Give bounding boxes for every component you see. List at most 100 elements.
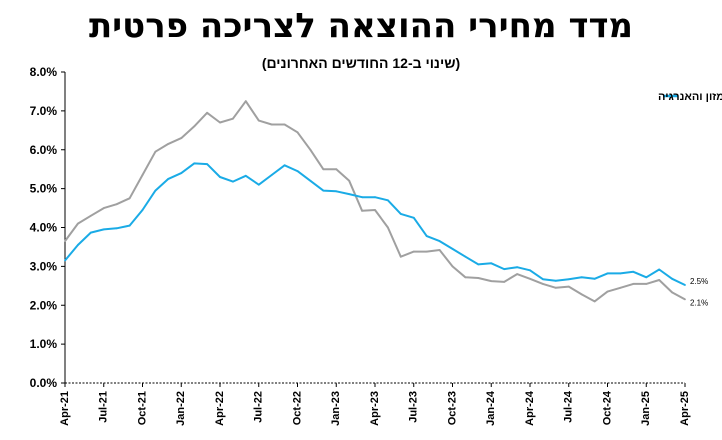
data-point-headline — [542, 283, 544, 285]
data-point-headline — [89, 214, 92, 217]
data-point-headline — [309, 148, 312, 151]
data-point-core — [399, 213, 402, 215]
y-tick-label: 7.0% — [30, 104, 58, 118]
data-point-headline — [244, 100, 247, 103]
data-point-headline — [154, 150, 157, 153]
data-point-headline — [322, 168, 325, 171]
data-point-core — [619, 272, 622, 275]
data-point-headline — [219, 121, 221, 124]
data-point-headline — [361, 209, 363, 212]
data-point-headline — [554, 286, 557, 289]
data-point-headline — [658, 279, 661, 281]
end-label-headline: 2.1% — [690, 298, 708, 307]
data-point-core — [580, 276, 583, 279]
y-tick-label: 8.0% — [30, 65, 58, 79]
end-label-core: 2.5% — [690, 277, 708, 286]
data-point-headline — [645, 283, 648, 285]
x-tick-label: Oct-24 — [601, 390, 613, 425]
data-point-headline — [671, 291, 673, 294]
y-tick-label: 3.0% — [30, 259, 58, 273]
data-point-headline — [490, 280, 493, 282]
data-point-core — [490, 262, 493, 265]
data-point-core — [180, 172, 183, 175]
chart-axes: 0.0% 1.0% 2.0% 3.0% 4.0% 5.0% 6.0% 7.0% 8.0% Apr-… — [30, 65, 691, 426]
data-point-core — [193, 162, 196, 165]
data-point-core — [542, 278, 544, 281]
y-tick-label: 2.0% — [30, 298, 58, 312]
x-tick-label: Jul-21 — [98, 391, 110, 423]
data-point-core — [632, 270, 635, 273]
data-point-core — [529, 269, 531, 272]
data-point-headline — [477, 277, 480, 279]
y-tick-label: 0.0% — [30, 376, 58, 390]
data-point-core — [671, 277, 673, 280]
y-tick-label: 1.0% — [30, 337, 58, 351]
x-tick-label: Oct-22 — [291, 391, 303, 425]
data-point-headline — [516, 273, 518, 275]
series-line-headline — [64, 100, 686, 303]
data-point-headline — [206, 111, 209, 114]
data-point-core — [322, 189, 325, 192]
data-point-core — [554, 279, 557, 282]
data-point-core — [244, 174, 247, 177]
chart-subtitle: (שינוי ב-12 החודשים האחרונים) — [261, 55, 461, 71]
data-point-core — [348, 193, 351, 196]
data-point-headline — [529, 277, 531, 280]
x-tick-label: Oct-23 — [446, 391, 458, 425]
data-point-core — [516, 266, 518, 269]
x-tick-label: Jul-24 — [563, 390, 575, 423]
data-point-core — [232, 180, 234, 183]
data-point-headline — [257, 119, 260, 122]
x-tick-label: Apr-21 — [59, 391, 71, 426]
data-point-core — [684, 284, 686, 286]
data-point-core — [167, 178, 170, 180]
data-point-headline — [503, 281, 506, 283]
data-point-headline — [128, 197, 131, 200]
data-point-headline — [374, 209, 376, 211]
data-point-headline — [180, 137, 183, 140]
data-point-core — [296, 170, 299, 173]
y-tick-label: 4.0% — [30, 221, 58, 235]
data-point-core — [219, 176, 221, 178]
data-point-headline — [232, 117, 234, 120]
y-tick-label: 5.0% — [30, 182, 58, 196]
data-point-headline — [632, 283, 635, 285]
data-point-headline — [335, 168, 338, 171]
data-point-core — [154, 189, 157, 192]
data-point-core — [477, 263, 480, 266]
data-point-headline — [451, 265, 454, 268]
data-point-core — [658, 268, 661, 271]
data-point-headline — [580, 293, 583, 296]
data-point-core — [270, 174, 273, 176]
data-point-core — [593, 277, 596, 280]
data-point-core — [374, 196, 376, 199]
data-point-core — [464, 255, 467, 258]
chart-title: מדד מחירי ההוצאה לצריכה פרטית — [88, 6, 634, 46]
data-point-headline — [606, 290, 609, 293]
data-point-core — [77, 244, 79, 246]
y-tick-label: 6.0% — [30, 143, 58, 157]
legend-label: ללא מחירי המזון והאנרגיה — [658, 90, 722, 103]
series-layer: 2.1% 2.5% — [64, 100, 708, 307]
data-point-headline — [412, 250, 415, 253]
data-point-core — [606, 272, 609, 275]
x-tick-label: Apr-23 — [369, 391, 381, 426]
data-point-core — [425, 235, 428, 238]
data-point-headline — [270, 123, 273, 126]
x-tick-label: Jan-25 — [640, 391, 652, 426]
x-tick-label: Jan-23 — [330, 391, 342, 426]
data-point-core — [64, 259, 66, 262]
x-tick-label: Apr-22 — [214, 391, 226, 426]
data-point-core — [335, 190, 338, 193]
data-point-headline — [167, 143, 170, 145]
data-point-headline — [64, 240, 66, 243]
series-line-core — [64, 162, 686, 286]
data-point-core — [257, 183, 260, 186]
data-point-core — [451, 248, 454, 250]
data-point-headline — [438, 249, 441, 251]
data-point-headline — [283, 123, 286, 126]
data-point-headline — [387, 226, 389, 229]
data-point-core — [115, 227, 118, 230]
data-point-core — [102, 228, 105, 231]
